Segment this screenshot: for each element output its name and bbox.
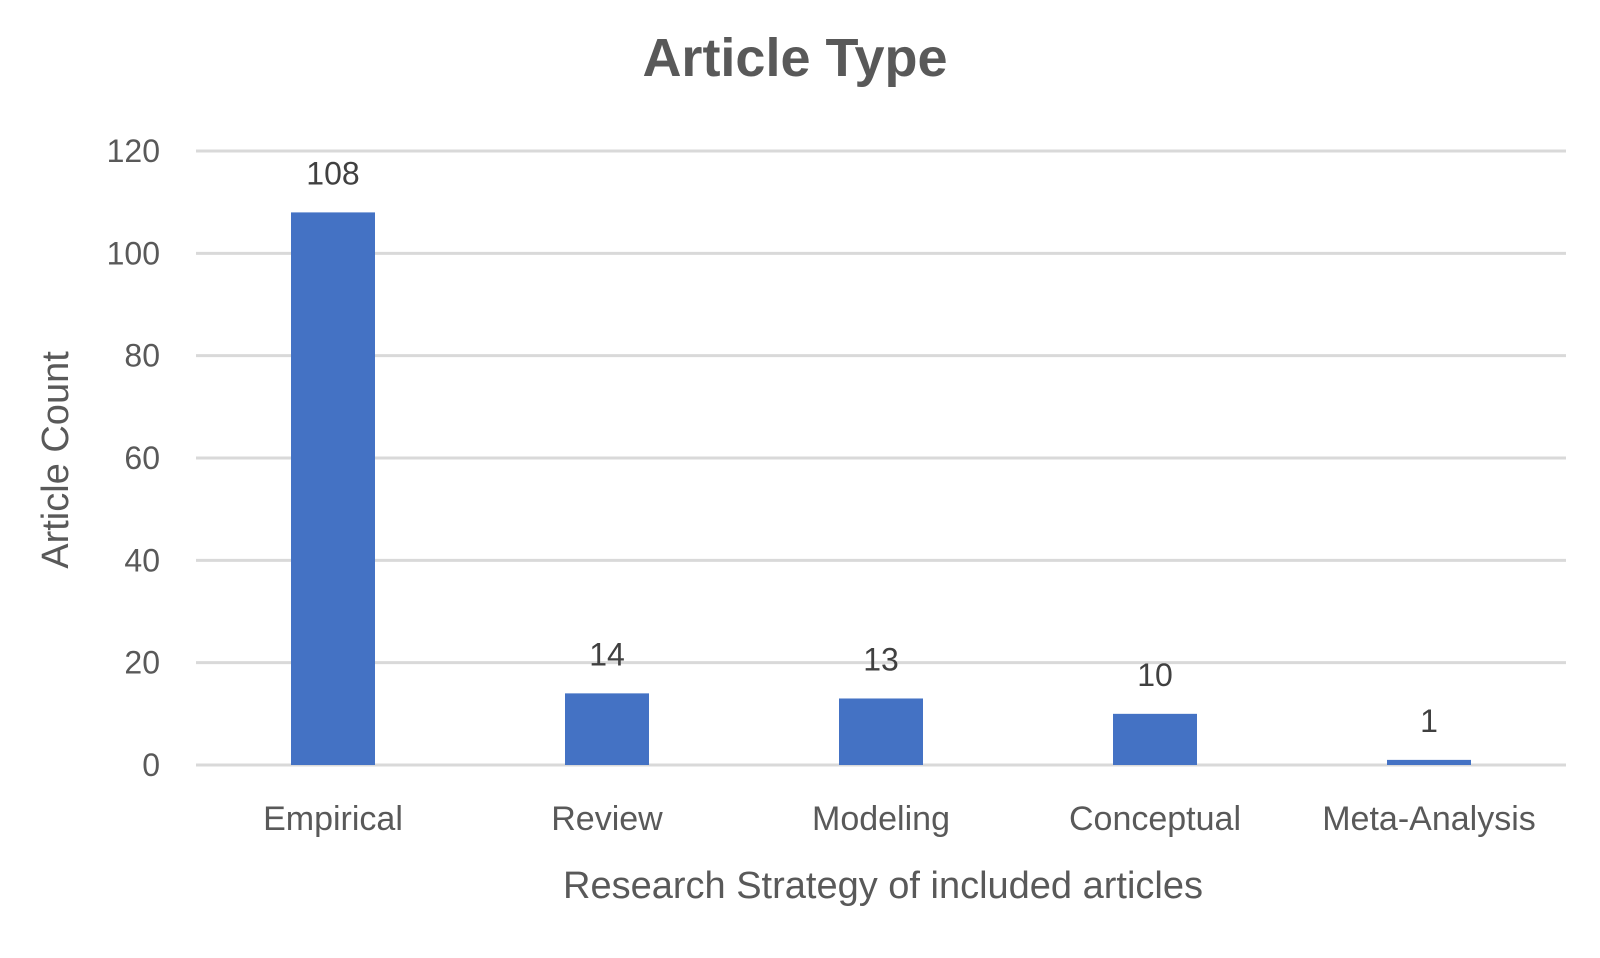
y-tick-label: 80 <box>124 338 160 374</box>
y-tick-label: 60 <box>124 440 160 476</box>
y-tick-label: 100 <box>107 235 160 271</box>
y-tick-label: 0 <box>142 747 160 783</box>
x-category-label: Meta-Analysis <box>1322 800 1536 838</box>
y-tick-label: 40 <box>124 542 160 578</box>
bar-meta-analysis <box>1387 759 1471 765</box>
bar-empirical <box>291 212 375 765</box>
bar-review <box>565 693 649 765</box>
y-axis-title: Article Count <box>35 351 77 569</box>
x-category-label: Modeling <box>812 800 950 838</box>
x-category-label: Conceptual <box>1069 800 1241 838</box>
gridlines <box>196 149 1566 767</box>
y-tick-label: 120 <box>107 133 160 169</box>
bars <box>291 212 1471 765</box>
y-axis-ticks: 0 20 40 60 80 100 120 <box>107 133 160 783</box>
data-label: 13 <box>863 641 899 677</box>
x-category-label: Empirical <box>263 800 403 838</box>
data-label: 10 <box>1137 657 1173 693</box>
bar-modeling <box>839 698 923 765</box>
x-axis-title: Research Strategy of included articles <box>563 865 1203 907</box>
data-label: 108 <box>306 155 359 191</box>
data-labels: 108 14 13 10 1 <box>306 155 1438 738</box>
data-label: 1 <box>1420 703 1438 739</box>
bar-conceptual <box>1113 713 1197 765</box>
x-category-label: Review <box>551 800 663 838</box>
x-axis-categories: Empirical Review Modeling Conceptual Meta-An… <box>263 800 1536 838</box>
y-tick-label: 20 <box>124 645 160 681</box>
chart-title: Article Type <box>642 28 947 88</box>
data-label: 14 <box>589 636 625 672</box>
